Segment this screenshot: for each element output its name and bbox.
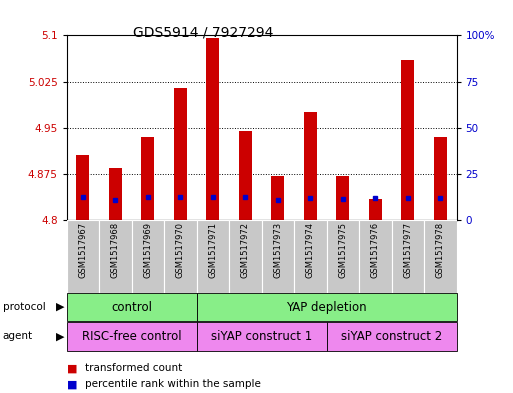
Text: protocol: protocol [3, 302, 45, 312]
Bar [196, 220, 229, 293]
Text: GSM1517967: GSM1517967 [78, 222, 87, 278]
Text: GSM1517975: GSM1517975 [339, 222, 347, 278]
Text: GSM1517973: GSM1517973 [273, 222, 282, 278]
Text: RISC-free control: RISC-free control [82, 330, 182, 343]
Text: agent: agent [3, 331, 33, 341]
Text: YAP depletion: YAP depletion [286, 301, 367, 314]
Bar [76, 155, 89, 220]
Text: siYAP construct 1: siYAP construct 1 [211, 330, 312, 343]
Bar [262, 220, 294, 293]
Bar [164, 220, 196, 293]
Text: transformed count: transformed count [85, 363, 182, 373]
Bar [206, 39, 220, 220]
Bar [401, 60, 415, 220]
Bar [229, 220, 262, 293]
Bar [424, 220, 457, 293]
Bar [327, 322, 457, 351]
Text: percentile rank within the sample: percentile rank within the sample [85, 379, 261, 389]
Bar [391, 220, 424, 293]
Text: GDS5914 / 7927294: GDS5914 / 7927294 [133, 26, 273, 40]
Bar [327, 220, 359, 293]
Text: ▶: ▶ [55, 302, 64, 312]
Bar [337, 176, 349, 220]
Bar [196, 322, 327, 351]
Bar [294, 220, 327, 293]
Text: GSM1517977: GSM1517977 [403, 222, 412, 278]
Bar [142, 137, 154, 220]
Bar [369, 198, 382, 220]
Text: GSM1517970: GSM1517970 [176, 222, 185, 278]
Text: ■: ■ [67, 379, 77, 389]
Bar [196, 293, 457, 321]
Text: control: control [111, 301, 152, 314]
Text: GSM1517972: GSM1517972 [241, 222, 250, 278]
Bar [99, 220, 132, 293]
Bar [304, 112, 317, 220]
Bar [359, 220, 391, 293]
Bar [109, 168, 122, 220]
Text: GSM1517968: GSM1517968 [111, 222, 120, 278]
Bar [67, 220, 99, 293]
Bar [239, 131, 252, 220]
Text: ■: ■ [67, 363, 77, 373]
Bar [434, 137, 447, 220]
Text: GSM1517969: GSM1517969 [144, 222, 152, 278]
Bar [132, 220, 164, 293]
Text: ▶: ▶ [55, 331, 64, 341]
Bar [67, 293, 196, 321]
Text: GSM1517976: GSM1517976 [371, 222, 380, 278]
Text: siYAP construct 2: siYAP construct 2 [341, 330, 442, 343]
Bar [271, 176, 284, 220]
Bar [174, 88, 187, 220]
Text: GSM1517974: GSM1517974 [306, 222, 315, 278]
Text: GSM1517978: GSM1517978 [436, 222, 445, 278]
Bar [67, 322, 196, 351]
Text: GSM1517971: GSM1517971 [208, 222, 218, 278]
